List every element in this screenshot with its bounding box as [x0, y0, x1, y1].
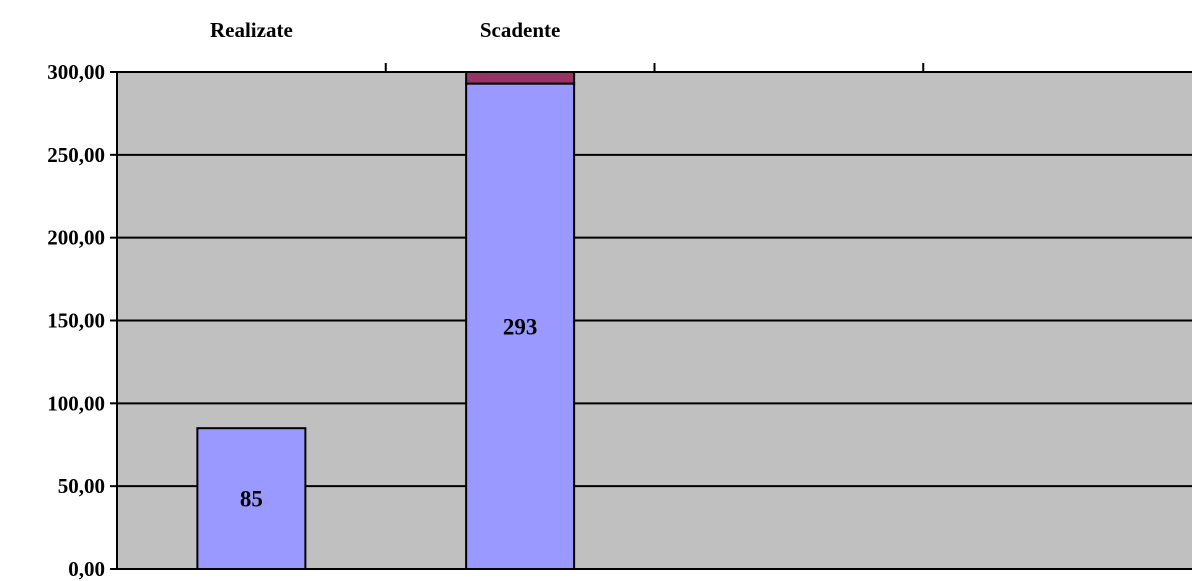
data-label-0: 85 [240, 487, 263, 512]
bar-series0-0 [196, 427, 307, 570]
y-tick-label-6: 300,00 [47, 60, 105, 84]
bar-series1-1 [465, 71, 576, 85]
y-axis-tick-labels: 0,00 50,00 100,00 150,00 200,00 250,00 300,00 [47, 60, 105, 581]
y-tick-label-2: 100,00 [47, 391, 105, 415]
y-tick-label-4: 200,00 [47, 226, 105, 250]
data-label-1: 293 [503, 314, 538, 339]
category-label-0: Realizate [210, 18, 293, 42]
y-tick-label-1: 50,00 [58, 474, 105, 498]
category-axis-labels: Realizate Scadente [210, 18, 560, 42]
data-labels: 85 293 [240, 314, 538, 511]
y-tick-label-0: 0,00 [68, 557, 105, 581]
y-tick-label-5: 250,00 [47, 143, 105, 167]
axes [110, 63, 1192, 570]
category-label-1: Scadente [480, 18, 561, 42]
y-tick-label-3: 150,00 [47, 309, 105, 333]
